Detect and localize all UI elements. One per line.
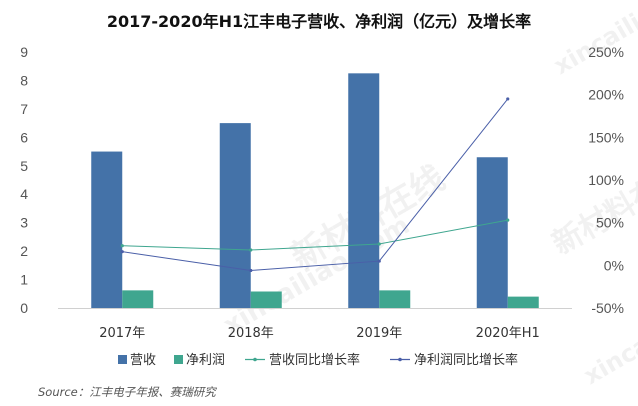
y-right-tick-label: -50% bbox=[591, 300, 624, 316]
y-left-tick-label: 5 bbox=[20, 158, 28, 174]
y-left-tick-label: 2 bbox=[20, 243, 28, 259]
y-right-tick-label: 100% bbox=[588, 172, 624, 188]
y-right-tick-label: 50% bbox=[596, 215, 624, 231]
revenue-growth-point bbox=[120, 244, 124, 248]
revenue-growth-line bbox=[122, 219, 508, 251]
x-category-label: 2019年 bbox=[356, 326, 402, 341]
x-category-label: 2017年 bbox=[99, 326, 145, 341]
profit-growth-point bbox=[506, 97, 510, 101]
legend-swatch-profit bbox=[174, 355, 183, 364]
revenue-growth-point bbox=[506, 218, 510, 222]
y-left-tick-label: 0 bbox=[20, 300, 28, 316]
legend-label-profit-growth: 净利润同比增长率 bbox=[414, 352, 518, 368]
y-right-tick-label: 150% bbox=[588, 129, 624, 145]
profit-growth-point bbox=[120, 250, 124, 254]
profit-bar bbox=[122, 290, 154, 308]
legend-swatch-revenue bbox=[118, 355, 127, 364]
legend-label-revenue-growth: 营收同比增长率 bbox=[269, 352, 360, 368]
revenue-growth-point bbox=[249, 248, 253, 252]
profit-bar bbox=[379, 290, 411, 308]
y-left-tick-label: 9 bbox=[20, 44, 28, 60]
chart-title: 2017-2020年H1江丰电子营收、净利润（亿元）及增长率 bbox=[106, 12, 532, 31]
revenue-growth-point bbox=[377, 242, 381, 246]
y-left-tick-label: 6 bbox=[20, 129, 28, 145]
y-left-tick-label: 3 bbox=[20, 215, 28, 231]
profit-bar bbox=[250, 291, 282, 308]
profit-growth-line bbox=[122, 98, 509, 271]
y-right-tick-label: 250% bbox=[588, 44, 624, 60]
revenue-bar bbox=[91, 151, 123, 308]
y-left-tick-label: 8 bbox=[20, 72, 28, 88]
x-category-label: 2020年H1 bbox=[476, 326, 540, 341]
y-left-tick-label: 1 bbox=[20, 272, 28, 288]
legend-label-revenue: 营收 bbox=[130, 353, 156, 368]
watermark-en-top: xincailiao.com bbox=[549, 0, 638, 80]
revenue-bar bbox=[348, 73, 380, 308]
y-right-tick-label: 200% bbox=[588, 87, 624, 103]
x-category-label: 2018年 bbox=[228, 326, 274, 341]
legend-marker-revenue-growth bbox=[253, 357, 257, 362]
profit-growth-point bbox=[377, 259, 381, 263]
y-left-tick-label: 7 bbox=[20, 101, 28, 117]
profit-bar bbox=[507, 296, 539, 308]
y-left-tick-label: 4 bbox=[20, 186, 28, 202]
legend-label-profit: 净利润 bbox=[186, 353, 225, 368]
revenue-bar bbox=[219, 123, 251, 308]
watermark-en-bottom: xincailiao.com bbox=[579, 269, 638, 390]
y-right-tick-label: 0% bbox=[604, 257, 624, 273]
revenue-bar bbox=[476, 157, 508, 308]
legend-marker-profit-growth bbox=[398, 357, 402, 362]
source-note: Source：江丰电子年报、赛瑞研究 bbox=[38, 385, 216, 399]
profit-growth-point bbox=[249, 268, 253, 273]
